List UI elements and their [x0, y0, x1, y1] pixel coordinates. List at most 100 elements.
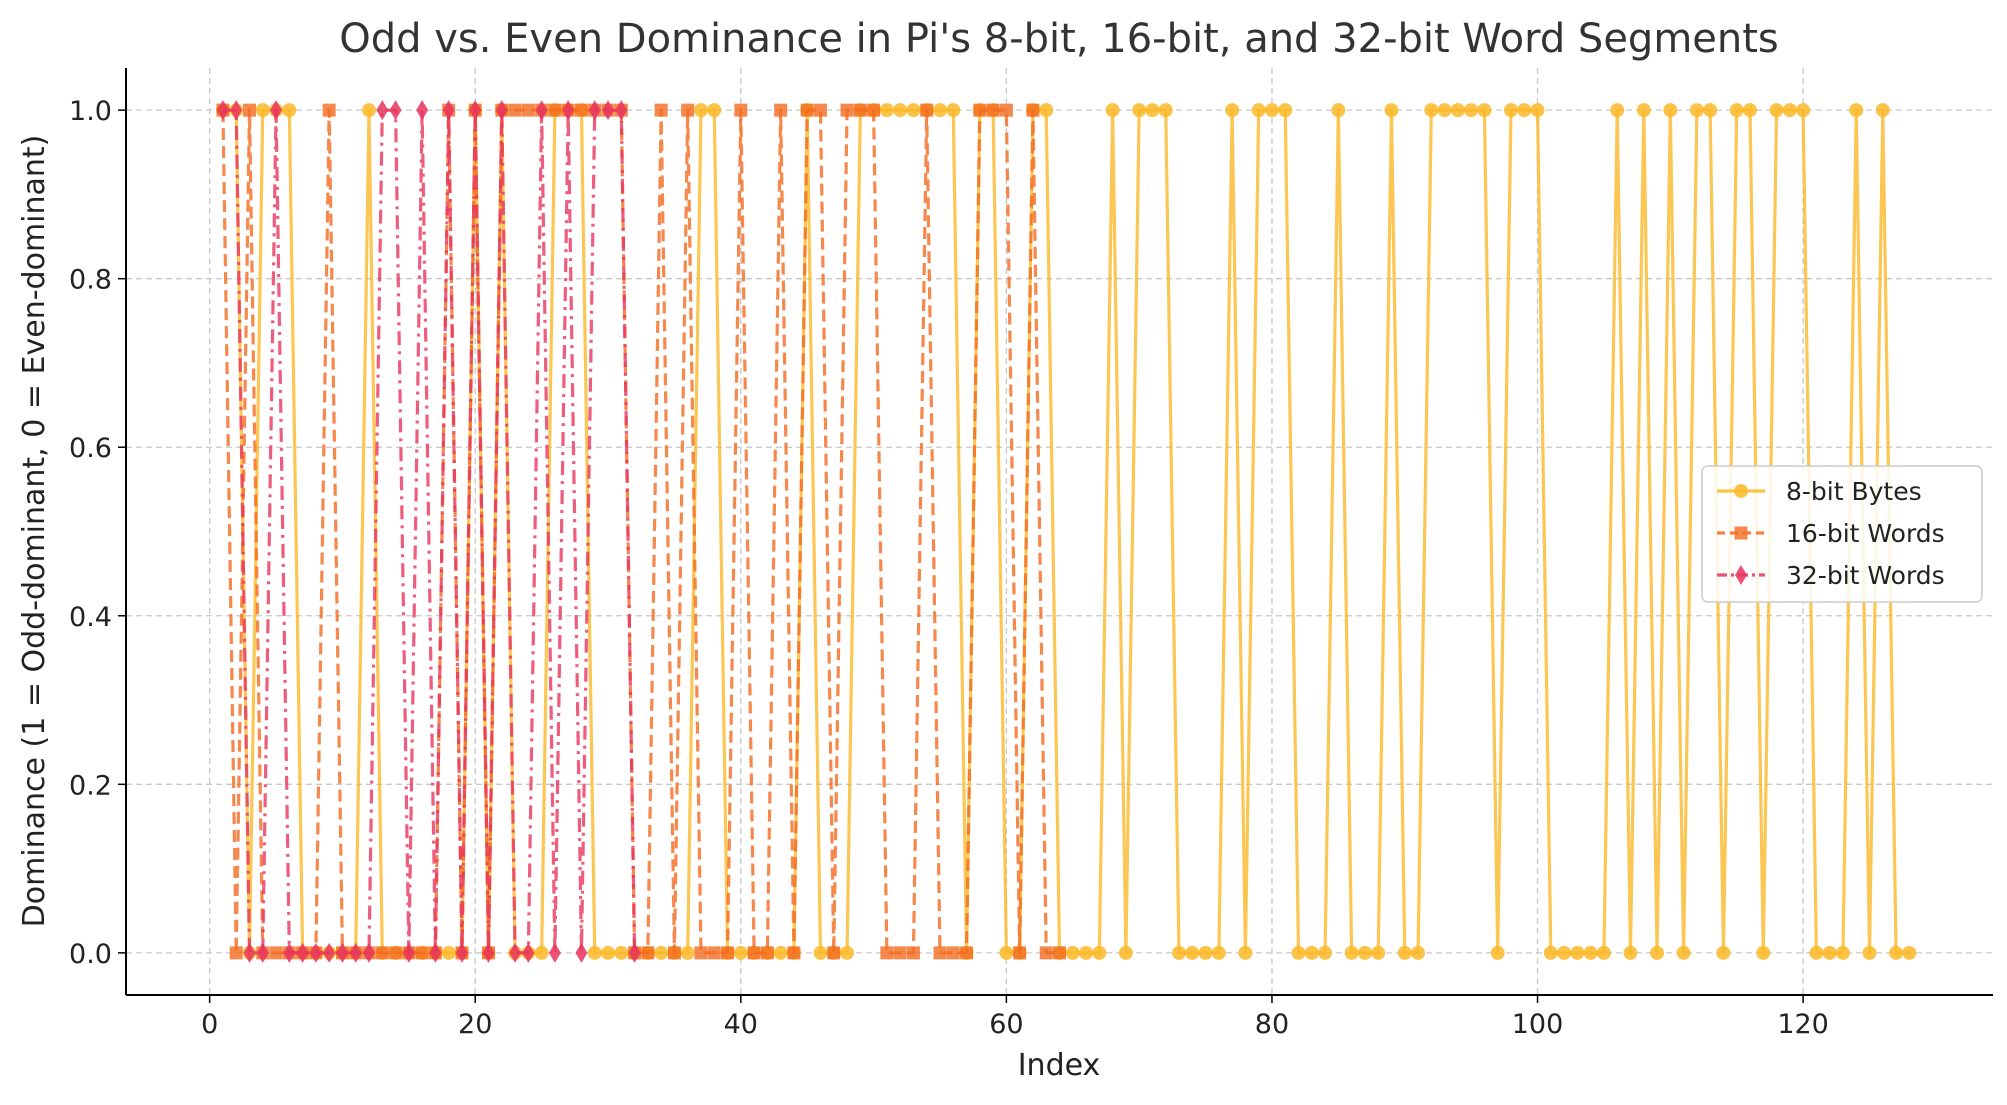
- data-point: [1636, 103, 1651, 118]
- data-point: [363, 942, 376, 963]
- data-point: [1596, 945, 1611, 960]
- data-point: [973, 103, 987, 117]
- data-point: [1053, 946, 1066, 960]
- data-point: [1716, 945, 1731, 960]
- data-point: [1039, 103, 1054, 118]
- y-tick-label: 0.8: [69, 265, 112, 296]
- series-1: [215, 103, 1917, 960]
- data-point: [1703, 103, 1718, 118]
- data-point: [588, 100, 601, 121]
- data-point: [587, 945, 602, 960]
- data-point: [1490, 945, 1505, 960]
- data-point: [362, 103, 377, 118]
- data-point: [283, 942, 296, 963]
- x-tick-label: 0: [201, 1009, 218, 1040]
- data-point: [1464, 103, 1479, 118]
- data-point: [760, 946, 774, 960]
- data-point: [932, 103, 947, 118]
- data-point: [1105, 103, 1120, 118]
- data-point: [893, 103, 908, 118]
- data-point: [1185, 945, 1200, 960]
- data-point: [1530, 103, 1545, 118]
- data-point: [256, 942, 269, 963]
- data-point: [441, 945, 456, 960]
- data-point: [1264, 103, 1279, 118]
- data-point: [495, 100, 508, 121]
- data-point: [575, 942, 588, 963]
- tick-labels: 0 20 40 60 80 100 120 0.0 0.2 0.4 0.6 0.8 1.0: [69, 96, 1829, 1040]
- data-point: [229, 946, 243, 960]
- data-point: [1318, 945, 1333, 960]
- data-point: [721, 946, 735, 960]
- y-tick-label: 1.0: [69, 96, 112, 127]
- data-point: [323, 942, 336, 963]
- data-point: [389, 100, 402, 121]
- data-point: [893, 946, 907, 960]
- data-point: [1079, 945, 1094, 960]
- data-point: [1689, 103, 1704, 118]
- data-point: [867, 103, 881, 117]
- data-point: [1039, 946, 1053, 960]
- data-point: [376, 100, 389, 121]
- data-point: [1782, 103, 1797, 118]
- data-point: [1065, 945, 1080, 960]
- data-point: [813, 945, 828, 960]
- data-point: [1198, 945, 1213, 960]
- x-tick-label: 60: [989, 1009, 1023, 1040]
- data-point: [1663, 103, 1678, 118]
- data-point: [1570, 945, 1585, 960]
- data-point: [1477, 103, 1492, 118]
- data-point: [1344, 945, 1359, 960]
- data-point: [787, 946, 801, 960]
- data-point: [747, 946, 761, 960]
- data-point: [694, 946, 708, 960]
- data-point: [415, 946, 429, 960]
- x-tick-label: 20: [458, 1009, 492, 1040]
- x-tick-label: 40: [724, 1009, 758, 1040]
- data-point: [1557, 945, 1572, 960]
- data-point: [933, 946, 947, 960]
- data-point: [1796, 103, 1811, 118]
- data-point: [416, 100, 429, 121]
- data-point: [774, 103, 788, 117]
- x-tick-label: 100: [1512, 1009, 1564, 1040]
- data-point: [522, 942, 535, 963]
- data-point: [349, 942, 362, 963]
- data-point: [960, 946, 974, 960]
- data-point: [216, 100, 229, 121]
- data-point: [375, 946, 389, 960]
- data-point: [1384, 103, 1399, 118]
- chart-title: Odd vs. Even Dominance in Pi's 8-bit, 16…: [339, 16, 1779, 62]
- data-point: [1889, 945, 1904, 960]
- data-point: [1251, 103, 1266, 118]
- x-tick-label: 80: [1255, 1009, 1289, 1040]
- data-point: [1158, 103, 1173, 118]
- data-point: [999, 945, 1014, 960]
- data-point: [986, 103, 1000, 117]
- data-point: [879, 103, 894, 118]
- data-point: [1424, 103, 1439, 118]
- legend-swatch-marker: [1734, 484, 1748, 498]
- data-point: [853, 103, 867, 117]
- legend-item: 32-bit Words: [1717, 561, 1945, 590]
- data-point: [628, 942, 641, 963]
- data-point: [442, 100, 455, 121]
- data-point: [322, 103, 336, 117]
- data-point: [1118, 945, 1133, 960]
- data-point: [654, 945, 669, 960]
- series-3: [216, 100, 641, 963]
- data-point: [1822, 945, 1837, 960]
- data-point: [1437, 103, 1452, 118]
- data-point: [1172, 945, 1187, 960]
- data-point: [1676, 945, 1691, 960]
- data-point: [482, 942, 495, 963]
- data-point: [1902, 945, 1917, 960]
- data-point: [1809, 945, 1824, 960]
- data-point: [999, 103, 1013, 117]
- data-point: [1849, 103, 1864, 118]
- data-point: [693, 103, 708, 118]
- data-point: [680, 945, 695, 960]
- data-point: [667, 946, 681, 960]
